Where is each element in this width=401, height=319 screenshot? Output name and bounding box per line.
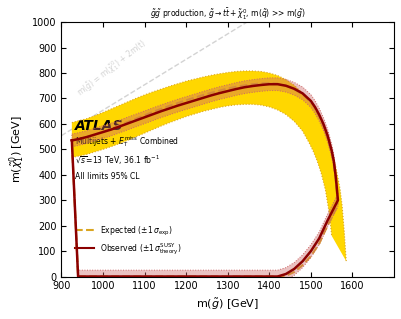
- X-axis label: m($\tilde{g}$) [GeV]: m($\tilde{g}$) [GeV]: [196, 297, 259, 312]
- Title: $\tilde{g}\tilde{g}$ production, $\tilde{g}\rightarrow t\bar{t}+\tilde{\chi}^{0}: $\tilde{g}\tilde{g}$ production, $\tilde…: [150, 7, 306, 22]
- Text: Multijets + $E_{\mathrm{T}}^{\mathrm{miss}}$ Combined: Multijets + $E_{\mathrm{T}}^{\mathrm{mis…: [75, 134, 179, 149]
- Text: All limits 95% CL: All limits 95% CL: [75, 172, 139, 181]
- Y-axis label: m($\tilde{\chi}^{0}_{1}$) [GeV]: m($\tilde{\chi}^{0}_{1}$) [GeV]: [7, 115, 26, 183]
- Text: ATLAS: ATLAS: [75, 119, 123, 133]
- Polygon shape: [72, 78, 338, 283]
- Text: $\sqrt{s}$=13 TeV, 36.1 fb$^{-1}$: $\sqrt{s}$=13 TeV, 36.1 fb$^{-1}$: [75, 153, 160, 167]
- Legend: Expected ($\pm1\,\sigma_{\mathrm{exp}}$), Observed ($\pm1\,\sigma^{\mathrm{SUSY}: Expected ($\pm1\,\sigma_{\mathrm{exp}}$)…: [72, 221, 184, 260]
- Text: m($\tilde{g}$) = m($\tilde{\chi}^{0}_{1}$) + 2m(t): m($\tilde{g}$) = m($\tilde{\chi}^{0}_{1}…: [73, 36, 149, 100]
- Polygon shape: [72, 71, 346, 261]
